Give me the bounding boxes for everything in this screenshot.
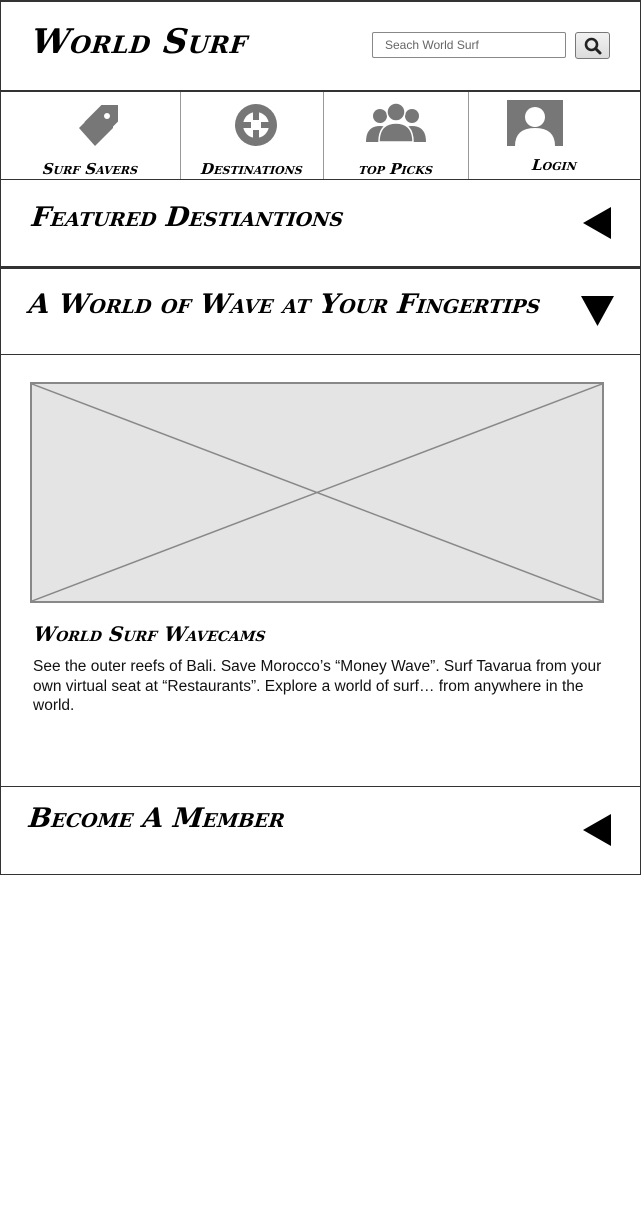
section-become-member: Become A Member: [0, 786, 641, 875]
crosshair-icon: [235, 104, 277, 146]
collapse-toggle-icon[interactable]: [583, 814, 613, 846]
nav-label: Destinations: [200, 160, 304, 178]
section-featured-destinations: Featured Destiantions: [0, 179, 641, 267]
page-frame: World Surf Surf Savers: [0, 0, 641, 875]
section-title: A World of Wave at Your Fingertips: [27, 289, 543, 320]
search-icon: [584, 37, 601, 54]
nav-label: Surf Savers: [42, 160, 139, 178]
card-body: See the outer reefs of Bali. Save Morocc…: [33, 658, 602, 714]
tag-icon: [79, 103, 120, 146]
nav-label: Login: [531, 156, 578, 174]
main-nav: Surf Savers Destinations top Pic: [0, 90, 641, 181]
section-divider: [1, 354, 640, 355]
collapse-toggle-icon[interactable]: [583, 207, 613, 239]
section-title: Become A Member: [27, 803, 287, 834]
group-icon: [366, 102, 426, 143]
expand-toggle-icon[interactable]: [581, 296, 614, 326]
header: World Surf: [0, 0, 641, 92]
user-avatar-icon: [507, 100, 563, 146]
nav-item-surf-savers[interactable]: Surf Savers: [1, 92, 181, 180]
wavecam-image-placeholder: [30, 382, 604, 603]
search-input[interactable]: [372, 32, 566, 58]
search-button[interactable]: [575, 32, 610, 59]
image-placeholder-icon: [32, 384, 602, 601]
card-title: World Surf Wavecams: [32, 622, 268, 646]
nav-label: top Picks: [358, 160, 434, 178]
nav-item-login[interactable]: Login: [469, 92, 640, 180]
nav-item-top-picks[interactable]: top Picks: [324, 92, 469, 180]
nav-item-destinations[interactable]: Destinations: [181, 92, 324, 180]
section-title: Featured Destiantions: [30, 202, 346, 233]
site-logo[interactable]: World Surf: [29, 22, 251, 62]
